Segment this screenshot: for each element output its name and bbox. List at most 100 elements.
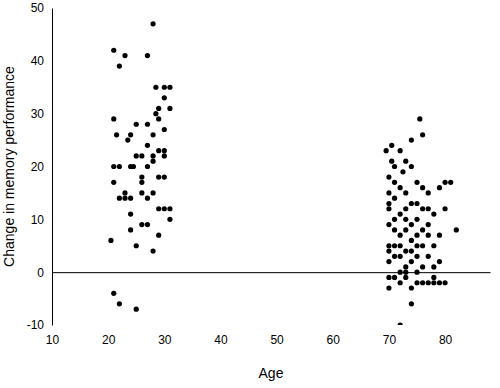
point — [150, 153, 155, 158]
point — [437, 280, 442, 285]
point — [145, 164, 150, 169]
point — [150, 21, 155, 26]
point — [111, 48, 116, 53]
point — [403, 217, 408, 222]
point — [414, 270, 419, 275]
point — [111, 180, 116, 185]
point — [403, 190, 408, 195]
point — [420, 132, 425, 137]
point — [108, 238, 113, 243]
y-tick-label: 0 — [37, 266, 44, 280]
point — [398, 148, 403, 153]
y-axis-line — [52, 9, 53, 326]
point — [420, 280, 425, 285]
point — [420, 243, 425, 248]
point — [111, 291, 116, 296]
point — [125, 137, 130, 142]
point — [392, 227, 397, 232]
y-tick: 0 — [37, 266, 52, 280]
point — [398, 185, 403, 190]
y-tick: 30 — [31, 107, 52, 121]
point — [111, 164, 116, 169]
y-tick-label: -10 — [27, 318, 45, 332]
point — [386, 275, 391, 280]
point — [134, 153, 139, 158]
y-tick: -10 — [27, 318, 52, 332]
point — [150, 190, 155, 195]
point — [386, 259, 391, 264]
x-tick: 30 — [158, 272, 172, 346]
point — [156, 116, 161, 121]
point — [145, 196, 150, 201]
point — [156, 148, 161, 153]
point — [398, 211, 403, 216]
point — [403, 206, 408, 211]
point — [134, 122, 139, 127]
point — [122, 53, 127, 58]
x-tick: 10 — [46, 272, 60, 346]
point — [117, 301, 122, 306]
point — [409, 238, 414, 243]
point — [128, 132, 133, 137]
point — [409, 201, 414, 206]
point — [409, 222, 414, 227]
point — [409, 137, 414, 142]
point — [386, 248, 391, 253]
point — [162, 127, 167, 132]
point — [128, 196, 133, 201]
point — [398, 280, 403, 285]
point — [426, 280, 431, 285]
point — [414, 201, 419, 206]
y-tick-label: 10 — [31, 213, 45, 227]
point — [414, 180, 419, 185]
point — [389, 143, 394, 148]
point — [167, 85, 172, 90]
point — [389, 159, 394, 164]
point — [156, 106, 161, 111]
point — [145, 143, 150, 148]
point — [167, 106, 172, 111]
point — [431, 211, 436, 216]
point — [403, 159, 408, 164]
x-tick-label: 80 — [439, 333, 453, 347]
point — [420, 206, 425, 211]
y-tick-label: 20 — [31, 160, 45, 174]
point — [426, 254, 431, 259]
point — [134, 307, 139, 312]
point — [145, 122, 150, 127]
point — [426, 206, 431, 211]
point — [392, 275, 397, 280]
point — [162, 95, 167, 100]
point — [403, 270, 408, 275]
point — [386, 174, 391, 179]
x-tick-label: 10 — [46, 333, 60, 347]
y-tick: 50 — [31, 1, 52, 15]
point — [162, 174, 167, 179]
x-axis-line — [53, 272, 491, 273]
point — [426, 190, 431, 195]
point — [134, 243, 139, 248]
x-tick-label: 70 — [383, 333, 397, 347]
point — [398, 233, 403, 238]
point — [392, 196, 397, 201]
point — [442, 280, 447, 285]
point — [442, 206, 447, 211]
point — [386, 190, 391, 195]
point — [114, 132, 119, 137]
y-tick: 20 — [31, 160, 52, 174]
point — [409, 248, 414, 253]
y-tick-label: 40 — [31, 54, 45, 68]
point — [437, 259, 442, 264]
point — [162, 206, 167, 211]
x-tick: 20 — [102, 272, 116, 346]
point — [431, 264, 436, 269]
point — [448, 180, 453, 185]
point — [131, 164, 136, 169]
point — [420, 227, 425, 232]
point — [139, 153, 144, 158]
point — [150, 132, 155, 137]
y-tick: 40 — [31, 54, 52, 68]
point — [398, 254, 403, 259]
point — [437, 185, 442, 190]
point — [420, 264, 425, 269]
